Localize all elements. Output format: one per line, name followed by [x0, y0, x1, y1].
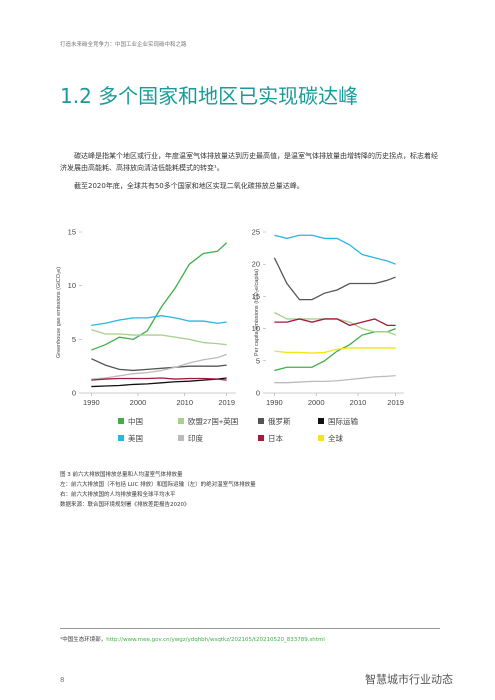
rule — [60, 628, 440, 629]
y-tick-label: 0 — [256, 389, 260, 398]
series-line — [274, 311, 396, 336]
legend-swatch — [118, 435, 124, 441]
series-line — [274, 318, 396, 327]
legend-swatch — [318, 418, 324, 424]
x-tick-label: 1990 — [83, 398, 100, 407]
caption-line: 左：前六大排放国（不包括 LUC 排放）和国际运输（左）的绝对温室气体排放量 — [60, 482, 256, 488]
y-tick-label: 15 — [252, 292, 260, 301]
paragraph: 截至2020年底，全球共有50多个国家和地区实现二氧化碳排放总量达峰。 — [74, 182, 304, 190]
series-line — [273, 257, 396, 301]
legend-label: 印度 — [188, 433, 203, 443]
y-tick-label: 10 — [68, 281, 76, 290]
footnote-text: ¹中国生态环境部， — [60, 637, 107, 643]
title: 1.2 多个国家和地区已实现碳达峰 — [60, 84, 359, 108]
series-line — [274, 374, 396, 384]
x-tick-label: 2019 — [387, 398, 404, 407]
legend-label: 美国 — [128, 433, 143, 443]
caption: 图 3 前六大排放国排放总量和人均温室气体排放量 左：前六大排放国（不包括 LU… — [60, 470, 256, 510]
legend-label: 全球 — [328, 433, 343, 443]
caption-line: 数据来源：联合国环境规划署《排放差距报告2020》 — [60, 502, 190, 508]
y-tick-label: 0 — [72, 389, 76, 398]
legend-swatch — [178, 418, 184, 424]
series-line — [91, 329, 227, 346]
y-tick-label: 5 — [256, 356, 260, 365]
series-line — [91, 242, 228, 351]
caption-line: 右：前六大排放国的人均排放量和全球平均水平 — [60, 492, 176, 498]
y-tick-label: 25 — [252, 228, 260, 237]
legend-swatch — [178, 435, 184, 441]
y-tick-label: 15 — [68, 228, 76, 237]
x-tick-label: 2019 — [218, 398, 235, 407]
legend-label: 国际运输 — [328, 416, 358, 426]
series-line — [91, 377, 227, 388]
x-tick-label: 2010 — [350, 398, 367, 407]
y-axis-label: Per capita emissions (tCO₂e/capita) — [254, 269, 260, 356]
y-axis-label: Greenhouse gas emissions (GtCO₂e) — [56, 267, 62, 358]
legend-label: 日本 — [268, 433, 283, 443]
legend-swatch — [118, 418, 124, 424]
legend-swatch — [318, 435, 324, 441]
x-tick-label: 2000 — [130, 398, 147, 407]
x-tick-label: 2010 — [176, 398, 193, 407]
legend-label: 中国 — [128, 416, 143, 426]
caption-line: 图 3 前六大排放国排放总量和人均温室气体排放量 — [60, 472, 183, 478]
watermark: 智慧城市行业动态 — [365, 673, 453, 686]
series-line — [274, 347, 396, 354]
legend-label: 欧盟27国+英国 — [188, 416, 238, 426]
footnote: ¹中国生态环境部，http://www.mee.gov.cn/ywgz/ydqh… — [60, 635, 325, 643]
x-tick-label: 2000 — [308, 398, 325, 407]
legend-label: 俄罗斯 — [268, 416, 291, 426]
y-tick-label: 5 — [72, 335, 76, 344]
series-line — [91, 353, 227, 380]
footnote-link[interactable]: http://www.mee.gov.cn/ywgz/ydqhbh/wsqtkz… — [106, 637, 325, 643]
series-line — [274, 234, 396, 265]
header: 打造未来碳全竞争力：中国工业企业实现碳中和之路 — [60, 42, 187, 48]
legend-swatch — [258, 435, 264, 441]
x-tick-label: 1990 — [266, 398, 283, 407]
paragraph: 碳达峰是指某个地区或行业，年度温室气体排放量达到历史最高值，是温室气体排放量由增… — [60, 152, 438, 172]
y-tick-label: 10 — [252, 324, 260, 333]
series-line — [91, 358, 227, 372]
page-number: 8 — [60, 676, 65, 684]
y-tick-label: 20 — [252, 260, 260, 269]
series-line — [91, 377, 227, 381]
legend-swatch — [258, 418, 264, 424]
series-line — [91, 315, 227, 327]
